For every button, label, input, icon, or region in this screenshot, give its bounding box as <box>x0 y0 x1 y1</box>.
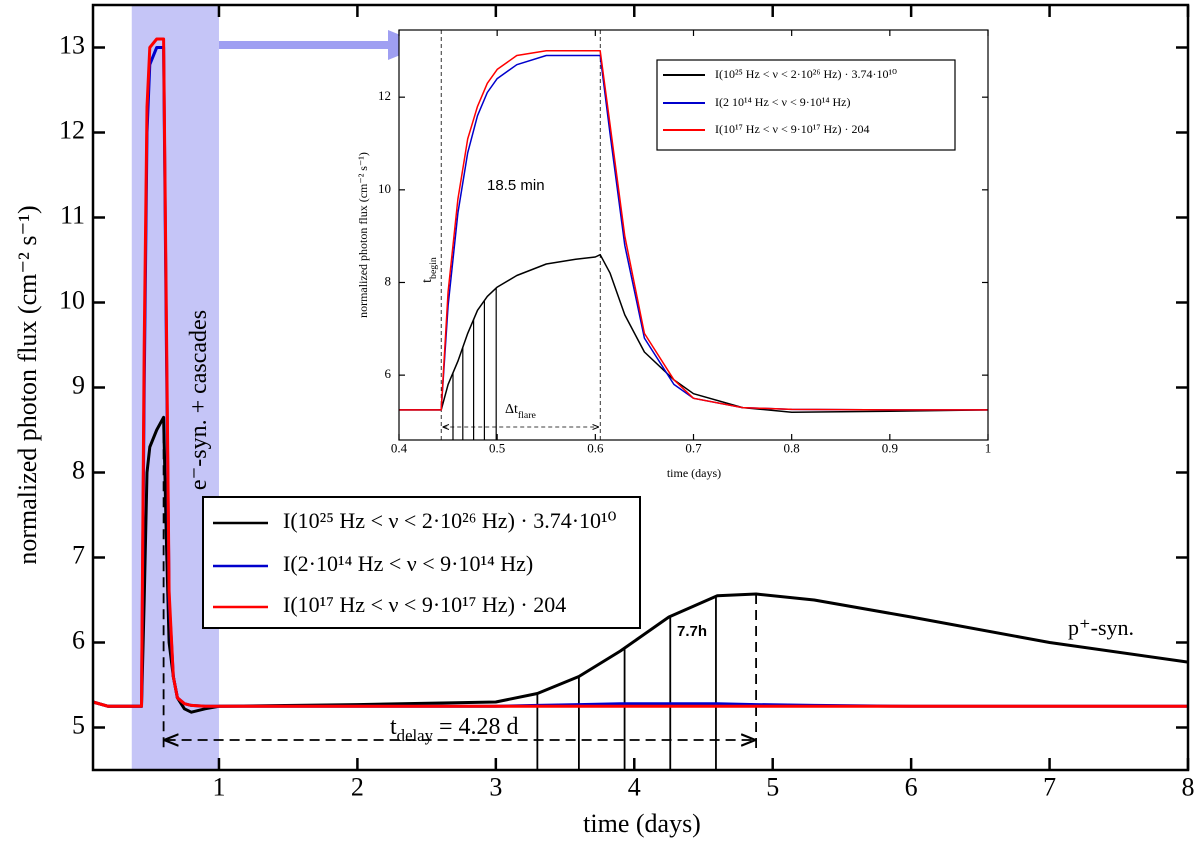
y-tick-label: 5 <box>72 710 85 739</box>
plot-frame <box>91 3 1190 772</box>
x-tick-label: 0.9 <box>882 441 898 456</box>
annotation-text: = 4.28 d <box>433 714 519 740</box>
data-line <box>92 37 1188 708</box>
x-tick-label: 8 <box>1182 772 1195 801</box>
annotation: tbegin <box>420 257 439 283</box>
y-tick-label: 9 <box>72 370 85 399</box>
legend-box <box>656 59 956 151</box>
x-tick-label: 2 <box>351 772 364 801</box>
annotation: tdelay = 4.28 d <box>390 714 519 746</box>
y-tick-label: 11 <box>60 200 85 229</box>
y-axis-label: normalized photon flux (cm⁻² s⁻¹) <box>13 205 42 564</box>
y-axis-label: normalized photon flux (cm⁻² s⁻¹) <box>356 152 370 318</box>
y-tick-label: 8 <box>385 273 392 288</box>
x-tick-label: 5 <box>766 772 779 801</box>
x-axis-label: time (days) <box>583 809 701 838</box>
legend-label: I(2·10¹⁴ Hz < ν < 9·10¹⁴ Hz) <box>283 551 533 576</box>
data-line <box>92 415 1189 714</box>
legend-label: I(10²⁵ Hz < ν < 2·10²⁶ Hz) · 3.74·10¹⁰ <box>283 508 617 533</box>
y-tick-label: 13 <box>59 30 85 59</box>
y-tick-label: 6 <box>72 625 85 654</box>
annotation-text: p⁺-syn. <box>1068 615 1134 640</box>
data-line <box>399 253 989 413</box>
x-tick-label: 3 <box>489 772 502 801</box>
annotation: 7.7h <box>677 623 707 640</box>
annotation-text: t <box>390 714 397 740</box>
x-tick-label: 1 <box>212 772 225 801</box>
y-tick-label: 8 <box>72 455 85 484</box>
y-tick-label: 12 <box>59 115 85 144</box>
x-tick-label: 0.7 <box>685 441 702 456</box>
annotation-text: t <box>420 279 435 283</box>
x-tick-label: 0.8 <box>784 441 800 456</box>
annotation-subscript: begin <box>428 257 439 279</box>
annotation-subscript: flare <box>518 410 537 421</box>
x-tick-label: 6 <box>905 772 918 801</box>
legend-box <box>202 496 641 629</box>
annotation-subscript: delay <box>397 726 434 745</box>
annotation: 18.5 min <box>487 177 545 194</box>
inset-chart: 0.4 0.5 0.6 0.7 0.8 0.9 1 6 8 10 12 time (days) norm… <box>356 29 992 480</box>
legend-label: I(10¹⁷ Hz < ν < 9·10¹⁷ Hz) · 204 <box>283 592 566 617</box>
x-tick-label: 0.5 <box>489 441 505 456</box>
x-tick-label: 0.4 <box>391 441 408 456</box>
y-tick-label: 10 <box>378 181 391 196</box>
x-tick-label: 7 <box>1043 772 1056 801</box>
plot-frame <box>398 29 989 441</box>
y-tick-label: 7 <box>72 540 85 569</box>
y-tick-label: 10 <box>59 285 85 314</box>
annotation-text: 18.5 min <box>487 177 545 194</box>
x-tick-label: 1 <box>985 441 992 456</box>
annotation: e⁻-syn. + cascades <box>186 310 212 490</box>
legend-label: I(10¹⁷ Hz < ν < 9·10¹⁷ Hz) · 204 <box>715 122 870 136</box>
x-axis-label: time (days) <box>667 466 721 480</box>
data-line <box>399 50 988 411</box>
annotation-text: Δt <box>505 402 518 417</box>
annotation-text: 7.7h <box>677 623 707 640</box>
annotation: p⁺-syn. <box>1068 615 1134 640</box>
legend-label: I(2 10¹⁴ Hz < ν < 9·10¹⁴ Hz) <box>715 95 851 109</box>
y-tick-label: 12 <box>378 88 391 103</box>
x-tick-label: 4 <box>628 772 641 801</box>
y-tick-label: 6 <box>385 366 392 381</box>
annotation: Δtflare <box>505 402 537 421</box>
annotation-text: e⁻-syn. + cascades <box>186 310 212 490</box>
x-tick-label: 0.6 <box>587 441 604 456</box>
legend-label: I(10²⁵ Hz < ν < 2·10²⁶ Hz) · 3.74·10¹⁰ <box>715 67 897 81</box>
